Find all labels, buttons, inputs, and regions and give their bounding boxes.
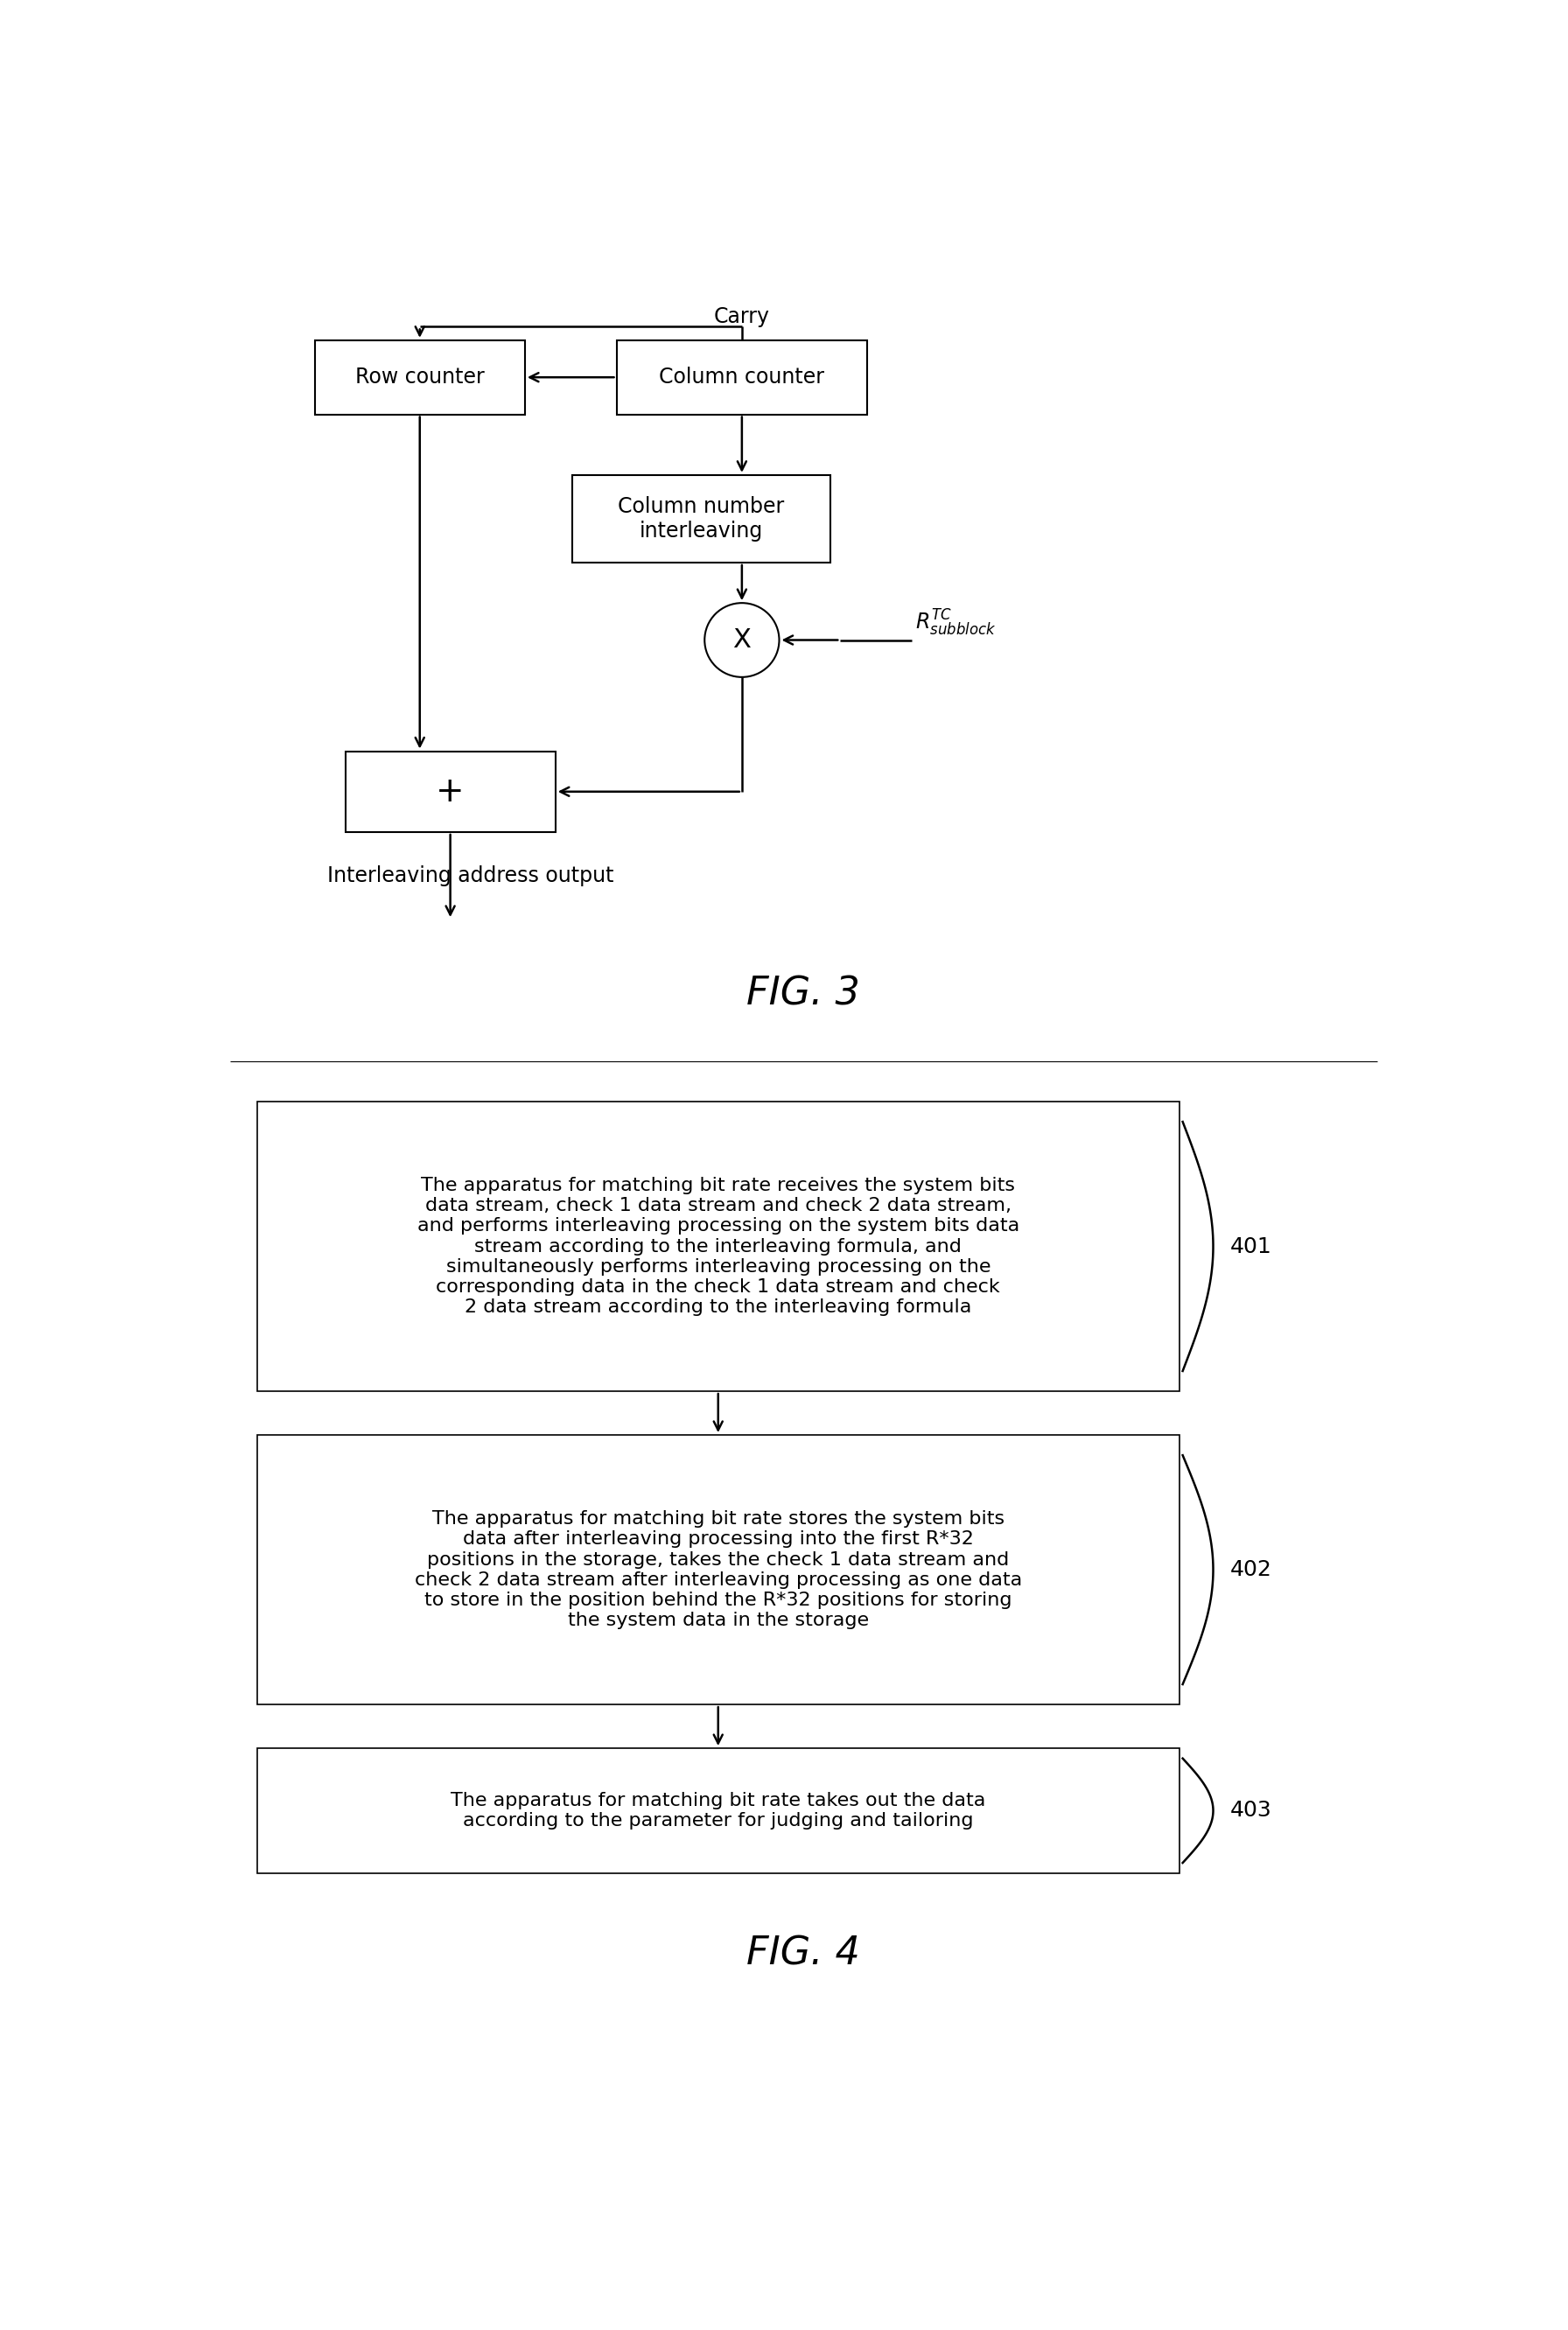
Text: 403: 403 — [1231, 1801, 1272, 1822]
Text: Row counter: Row counter — [354, 366, 485, 387]
Text: The apparatus for matching bit rate takes out the data
according to the paramete: The apparatus for matching bit rate take… — [450, 1792, 986, 1829]
Text: Column number
interleaving: Column number interleaving — [618, 496, 784, 541]
Bar — [345, 750, 555, 832]
Text: FIG. 3: FIG. 3 — [746, 974, 861, 1014]
Text: FIG. 4: FIG. 4 — [746, 1934, 861, 1974]
Text: Column counter: Column counter — [659, 366, 825, 387]
Text: X: X — [732, 627, 751, 652]
Text: $R_{subblock}^{TC}$: $R_{subblock}^{TC}$ — [914, 608, 996, 638]
Text: +: + — [436, 776, 464, 809]
Text: The apparatus for matching bit rate stores the system bits
data after interleavi: The apparatus for matching bit rate stor… — [414, 1510, 1022, 1629]
Bar — [257, 1102, 1179, 1391]
Text: 401: 401 — [1231, 1235, 1272, 1256]
Bar — [315, 340, 525, 415]
Text: The apparatus for matching bit rate receives the system bits
data stream, check : The apparatus for matching bit rate rece… — [417, 1177, 1019, 1316]
Bar — [616, 340, 867, 415]
Text: Interleaving address output: Interleaving address output — [328, 864, 615, 885]
Bar — [257, 1748, 1179, 1873]
Bar — [257, 1435, 1179, 1706]
Bar — [572, 475, 829, 562]
Text: Carry: Carry — [713, 305, 770, 326]
Text: 402: 402 — [1231, 1559, 1272, 1580]
